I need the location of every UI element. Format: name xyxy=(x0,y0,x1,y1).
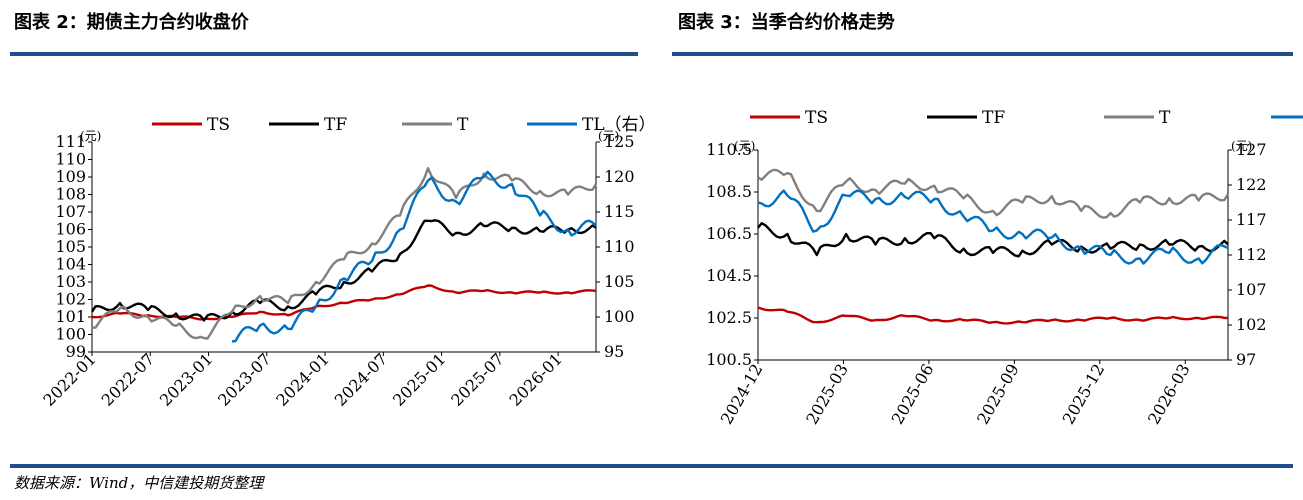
chart3-legend-label: TS xyxy=(805,108,828,128)
chart2-y-left-tick-label: 100 xyxy=(55,325,86,344)
chart2-y-left-tick-label: 104 xyxy=(55,255,86,274)
chart2-y-left-tick-label: 107 xyxy=(55,202,86,221)
chart2-y-right-tick-label: 105 xyxy=(604,272,635,291)
chart2-y-right-tick-label: 115 xyxy=(604,202,635,221)
chart3-y-right-tick-label: 102 xyxy=(1236,315,1267,334)
chart3-x-tick-label: 2026-03 xyxy=(1144,361,1194,428)
chart2-y-left-tick-label: 99 xyxy=(66,342,86,361)
chart3-y-left-tick-label: 104.5 xyxy=(706,266,752,285)
chart2-legend-label: T xyxy=(457,115,469,135)
chart3-legend-label: T xyxy=(1159,108,1171,128)
chart2-x-tick-label: 2026-01 xyxy=(506,349,566,409)
chart3-series-t-line xyxy=(757,168,1230,219)
chart3-y-right-tick-label: 112 xyxy=(1236,245,1267,264)
chart2-series-ts-line xyxy=(91,284,597,321)
chart2-x-tick-label: 2022-07 xyxy=(98,349,158,409)
chart2-y-right-tick-label: 125 xyxy=(604,132,635,151)
chart3-series-tf-line xyxy=(757,221,1229,258)
chart3-x-tick-label: 2024-12 xyxy=(717,361,767,428)
chart3-x-tick-label: 2025-03 xyxy=(802,361,852,428)
chart3-legend-label: TF xyxy=(982,108,1005,128)
chart3-y-right-tick-label: 107 xyxy=(1236,280,1267,299)
chart2-y-left-unit: (元) xyxy=(80,129,101,143)
chart2-y-right-unit: (元) xyxy=(598,129,619,143)
chart2-y-left-tick-label: 106 xyxy=(55,220,86,239)
chart2-x-tick-label: 2024-07 xyxy=(331,349,391,409)
chart2-y-left-tick-label: 105 xyxy=(55,237,86,256)
chart2-x-tick-label: 2024-01 xyxy=(272,349,332,409)
chart3-x-tick-label: 2025-06 xyxy=(888,361,938,428)
source-rule xyxy=(10,464,1293,468)
figure-3-title-rule xyxy=(672,52,1293,56)
chart2-y-left-tick-label: 111 xyxy=(55,132,86,151)
chart3-y-left-unit: (元) xyxy=(734,139,755,153)
chart2-y-left-tick-label: 108 xyxy=(55,185,86,204)
chart3-y-left-tick-label: 100.5 xyxy=(706,350,752,369)
source-note: 数据来源：Wind，中信建投期货整理 xyxy=(14,474,264,492)
chart3-y-right-tick-label: 122 xyxy=(1236,175,1267,194)
chart3-x-tick-label: 2025-12 xyxy=(1059,361,1109,428)
chart3-y-right-unit: (元) xyxy=(1231,139,1252,153)
chart2-y-left-tick-label: 101 xyxy=(55,307,86,326)
chart2-series-t-line xyxy=(91,167,598,340)
chart3-x-tick-label: 2025-09 xyxy=(973,361,1023,428)
chart2-x-tick-label: 2023-01 xyxy=(156,349,216,409)
chart2-x-tick-label: 2025-01 xyxy=(389,349,449,409)
chart2-legend-label: TS xyxy=(207,115,230,135)
figure-2-title: 图表 2：期债主力合约收盘价 xyxy=(14,12,249,33)
chart3-series-ts-line xyxy=(757,306,1229,325)
chart3-y-left-tick-label: 110.5 xyxy=(706,140,752,159)
chart2-series-tf-line xyxy=(90,219,597,322)
chart2-y-left-tick-label: 109 xyxy=(55,167,86,186)
chart2-legend-label: TF xyxy=(324,115,347,135)
chart2-x-tick-label: 2023-07 xyxy=(214,349,274,409)
chart3-series-tl-line xyxy=(757,189,1229,265)
figure-3-title: 图表 3：当季合约价格走势 xyxy=(678,12,895,33)
chart2-series-tl-line xyxy=(231,170,597,343)
chart3-y-right-tick-label: 127 xyxy=(1236,140,1267,159)
chart3-y-right-tick-label: 97 xyxy=(1236,350,1256,369)
chart2-y-left-tick-label: 103 xyxy=(55,272,86,291)
chart2-y-right-tick-label: 100 xyxy=(604,307,635,326)
chart2-legend-label: TL（右） xyxy=(582,115,656,135)
chart3-y-left-tick-label: 108.5 xyxy=(706,182,752,201)
chart2-x-tick-label: 2025-07 xyxy=(447,349,507,409)
chart2-y-right-tick-label: 95 xyxy=(604,342,624,361)
chart3-y-left-tick-label: 106.5 xyxy=(706,224,752,243)
figure-2-title-rule xyxy=(10,52,638,56)
chart3-y-right-tick-label: 117 xyxy=(1236,210,1267,229)
chart2-y-left-tick-label: 102 xyxy=(55,290,86,309)
chart2-y-right-tick-label: 110 xyxy=(604,237,635,256)
chart3-y-left-tick-label: 102.5 xyxy=(706,308,752,327)
chart2-y-left-tick-label: 110 xyxy=(55,150,86,169)
chart2-y-right-tick-label: 120 xyxy=(604,167,635,186)
